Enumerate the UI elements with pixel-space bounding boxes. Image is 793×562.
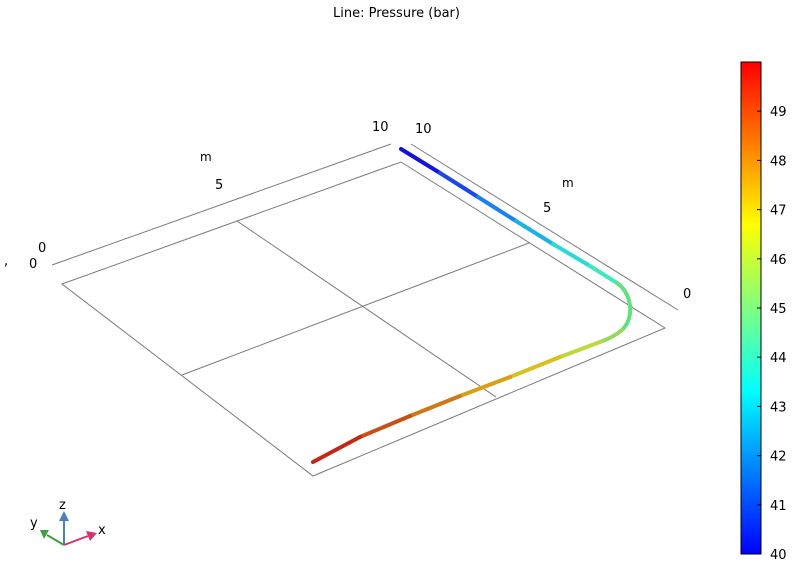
pipe-segment: [558, 340, 602, 359]
pipe-segment: [508, 355, 562, 379]
right-axis-unit: m: [562, 176, 574, 190]
colorbar-tick-label: 40: [770, 548, 787, 562]
triad-y-label: y: [30, 516, 38, 531]
axis-line-back: [51, 143, 392, 266]
colorbar-tick-label: 46: [770, 253, 787, 268]
colorbar: 40 41 42 43 44 45 46 47 48 49: [740, 61, 787, 562]
plot-title: Line: Pressure (bar): [333, 6, 460, 21]
right-axis-tick-10: 10: [415, 122, 432, 137]
triad-y-axis: [46, 534, 65, 546]
pipe-segment: [408, 394, 462, 418]
axis-triad: z x y: [30, 498, 106, 546]
colorbar-tick-label: 44: [770, 351, 787, 366]
pipe-segment: [311, 435, 362, 464]
colorbar-ticks: 40 41 42 43 44 45 46 47 48 49: [757, 105, 787, 562]
back-axis-unit: m: [200, 150, 212, 164]
grid-plane: [51, 143, 679, 477]
pressure-line: [311, 147, 633, 464]
pipe-segment: [514, 219, 555, 246]
pipe-segment: [551, 242, 592, 268]
triad-z-arrow: [59, 511, 69, 521]
axis-ticks: m 5 10 0 0 , 10 m 5 0: [4, 120, 691, 302]
back-axis-tick-5: 5: [215, 178, 223, 193]
triad-x-label: x: [98, 523, 106, 538]
pipe-segment: [598, 328, 624, 344]
grid-line: [181, 242, 530, 376]
colorbar-tick-label: 48: [770, 154, 787, 169]
pipe-segment: [438, 171, 480, 199]
colorbar-tick-label: 41: [770, 499, 787, 514]
pipe-segment: [615, 281, 633, 332]
colorbar-tick-label: 49: [770, 105, 787, 120]
colorbar-tick-label: 47: [770, 204, 787, 219]
triad-x-arrow: [86, 531, 97, 541]
colorbar-tick-label: 43: [770, 400, 787, 415]
triad-z-label: z: [59, 498, 66, 513]
axis-line-right: [410, 143, 679, 311]
pipe-segment: [476, 195, 518, 223]
right-axis-tick-5: 5: [543, 201, 551, 216]
back-axis-tick-10: 10: [372, 120, 389, 135]
triad-y-arrow: [40, 530, 49, 539]
back-axis-tick-0-lower: 0: [29, 257, 37, 272]
pipe-segment: [458, 375, 512, 398]
pipe-segment: [588, 264, 619, 285]
pipe-segment: [399, 147, 442, 175]
triad-x-axis: [63, 535, 89, 546]
back-axis-tick-0-upper: 0: [38, 241, 46, 256]
pipe-segment: [358, 414, 412, 439]
colorbar-tick-label: 42: [770, 450, 787, 465]
right-axis-tick-0: 0: [683, 287, 691, 302]
back-axis-tick-clipped: ,: [4, 254, 8, 269]
grid-outline: [60, 161, 667, 477]
colorbar-tick-label: 45: [770, 302, 787, 317]
grid-line: [236, 220, 497, 398]
